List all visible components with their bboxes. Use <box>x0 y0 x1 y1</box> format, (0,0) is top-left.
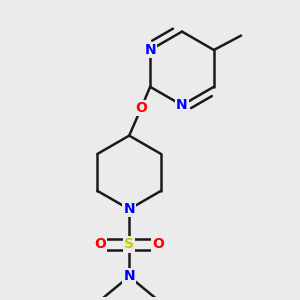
Text: O: O <box>135 101 147 115</box>
Text: N: N <box>123 202 135 216</box>
Text: N: N <box>123 269 135 284</box>
Text: O: O <box>94 237 106 251</box>
Text: S: S <box>124 237 134 251</box>
Text: N: N <box>144 43 156 57</box>
Text: O: O <box>152 237 164 251</box>
Text: N: N <box>176 98 188 112</box>
